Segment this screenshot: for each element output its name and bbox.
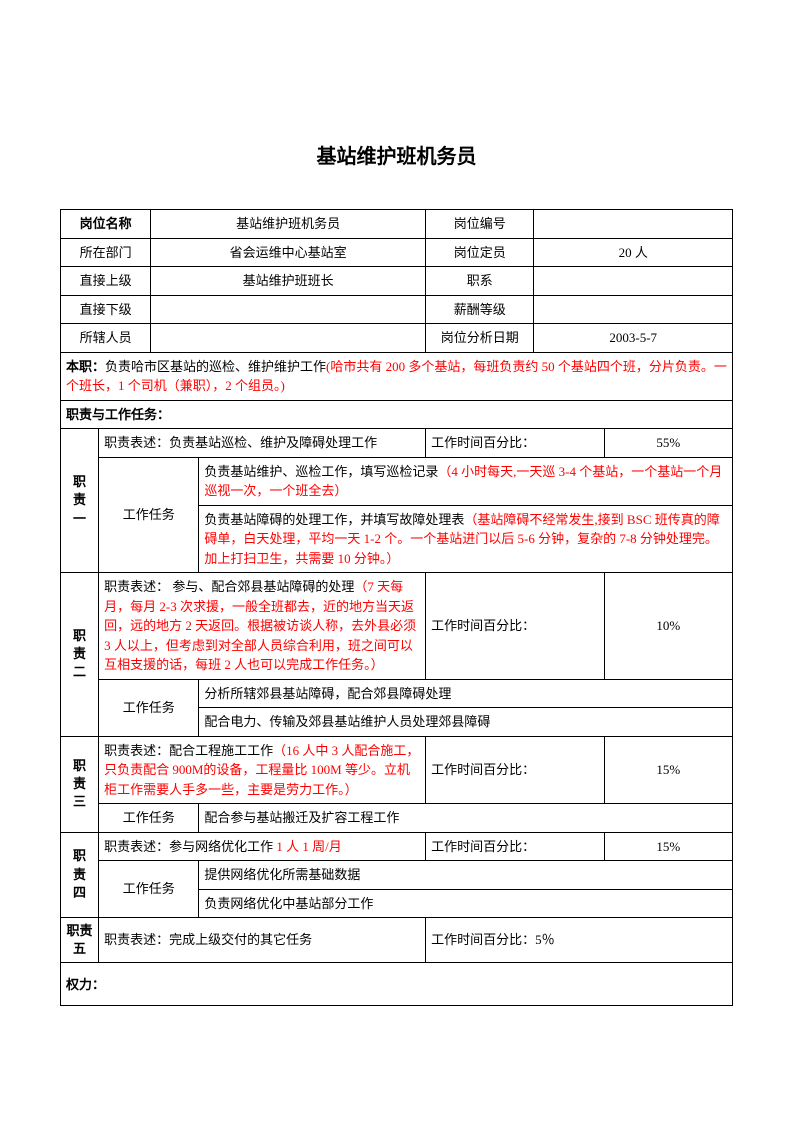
lbl-analysis-date: 岗位分析日期 bbox=[426, 324, 534, 353]
duty5-pct-label: 工作时间百分比： bbox=[431, 932, 535, 947]
lbl-salary-grade: 薪酬等级 bbox=[426, 295, 534, 324]
duty3-name: 职责三 bbox=[61, 736, 99, 832]
duty1-pct: 55% bbox=[604, 429, 732, 458]
duties-header: 职责与工作任务： bbox=[61, 400, 733, 429]
val-supervisor: 基站维护班班长 bbox=[151, 267, 426, 296]
duty3-task1-row: 工作任务 配合参与基站搬迁及扩容工程工作 bbox=[61, 804, 733, 833]
duty2-summary: 职责表述： 参与、配合郊县基站障碍的处理（7 天每月，每月 2-3 次求援，一般… bbox=[99, 573, 426, 680]
duties-header-row: 职责与工作任务： bbox=[61, 400, 733, 429]
duty1-task1-row: 工作任务 负责基站维护、巡检工作，填写巡检记录（4 小时每天,一天巡 3-4 个… bbox=[61, 457, 733, 505]
authority: 权力： bbox=[61, 963, 733, 1006]
header-row-1: 岗位名称 基站维护班机务员 岗位编号 bbox=[61, 210, 733, 239]
val-analysis-date: 2003-5-7 bbox=[534, 324, 733, 353]
duty3-task1: 配合参与基站搬迁及扩容工程工作 bbox=[199, 804, 733, 833]
duty4-task1: 提供网络优化所需基础数据 bbox=[199, 861, 733, 890]
duty4-summary-black: 职责表述：参与网络优化工作 bbox=[104, 839, 273, 854]
duty1-pct-label: 工作时间百分比： bbox=[426, 429, 605, 458]
val-direct-reports bbox=[151, 324, 426, 353]
authority-row: 权力： bbox=[61, 963, 733, 1006]
duty5-row: 职责五 职责表述：完成上级交付的其它任务 工作时间百分比：5％ bbox=[61, 918, 733, 963]
duty3-summary-black: 职责表述：配合工程施工工作 bbox=[104, 743, 273, 758]
duty4-summary: 职责表述：参与网络优化工作 1 人 1 周/月 bbox=[99, 832, 426, 861]
duty2-name: 职责二 bbox=[61, 573, 99, 737]
val-position-name: 基站维护班机务员 bbox=[151, 210, 426, 239]
duty1-task1-black: 负责基站维护、巡检工作，填写巡检记录 bbox=[204, 464, 438, 479]
header-row-5: 所辖人员 岗位分析日期 2003-5-7 bbox=[61, 324, 733, 353]
lbl-supervisor: 直接上级 bbox=[61, 267, 151, 296]
duty1-task2-black: 负责基站障碍的处理工作，并填写故障处理表 bbox=[204, 512, 464, 527]
lbl-direct-reports: 所辖人员 bbox=[61, 324, 151, 353]
header-row-4: 直接下级 薪酬等级 bbox=[61, 295, 733, 324]
duty3-summary-row: 职责三 职责表述：配合工程施工工作（16 人中 3 人配合施工，只负责配合 90… bbox=[61, 736, 733, 804]
duty4-pct: 15% bbox=[604, 832, 732, 861]
duty3-pct-label: 工作时间百分比： bbox=[426, 736, 605, 804]
val-salary-grade bbox=[534, 295, 733, 324]
duty1-task1: 负责基站维护、巡检工作，填写巡检记录（4 小时每天,一天巡 3-4 个基站，一个… bbox=[199, 457, 733, 505]
lbl-subordinate: 直接下级 bbox=[61, 295, 151, 324]
duty1-summary-row: 职责一 职责表述：负责基站巡检、维护及障碍处理工作 工作时间百分比： 55% bbox=[61, 429, 733, 458]
doc-title: 基站维护班机务员 bbox=[60, 140, 733, 169]
duty5-pct: 5％ bbox=[535, 932, 555, 947]
duty5-pct-cell: 工作时间百分比：5％ bbox=[426, 918, 733, 963]
duty2-task-label: 工作任务 bbox=[99, 679, 199, 736]
main-duty-cell: 本职：负责哈市区基站的巡检、维护维护工作(哈市共有 200 多个基站，每班负责约… bbox=[61, 352, 733, 400]
duty1-summary: 职责表述：负责基站巡检、维护及障碍处理工作 bbox=[99, 429, 426, 458]
duty2-pct-label: 工作时间百分比： bbox=[426, 573, 605, 680]
duty2-summary-black: 职责表述： 参与、配合郊县基站障碍的处理 bbox=[104, 579, 354, 594]
duty3-pct: 15% bbox=[604, 736, 732, 804]
duty2-task1: 分析所辖郊县基站障碍，配合郊县障碍处理 bbox=[199, 679, 733, 708]
main-duty-label: 本职： bbox=[66, 359, 105, 374]
duty2-summary-row: 职责二 职责表述： 参与、配合郊县基站障碍的处理（7 天每月，每月 2-3 次求… bbox=[61, 573, 733, 680]
duty4-task1-row: 工作任务 提供网络优化所需基础数据 bbox=[61, 861, 733, 890]
duty2-pct: 10% bbox=[604, 573, 732, 680]
duty4-pct-label: 工作时间百分比： bbox=[426, 832, 605, 861]
duty2-task2: 配合电力、传输及郊县基站维护人员处理郊县障碍 bbox=[199, 708, 733, 737]
header-row-2: 所在部门 省会运维中心基站室 岗位定员 20 人 bbox=[61, 238, 733, 267]
duty3-task-label: 工作任务 bbox=[99, 804, 199, 833]
val-headcount: 20 人 bbox=[534, 238, 733, 267]
main-duty-black: 负责哈市区基站的巡检、维护维护工作 bbox=[105, 359, 326, 374]
val-job-family bbox=[534, 267, 733, 296]
val-subordinate bbox=[151, 295, 426, 324]
duty1-task2: 负责基站障碍的处理工作，并填写故障处理表（基站障碍不经常发生,接到 BSC 班传… bbox=[199, 505, 733, 573]
duty5-summary: 职责表述：完成上级交付的其它任务 bbox=[99, 918, 426, 963]
duty4-summary-red: 1 人 1 周/月 bbox=[276, 839, 341, 854]
page: 基站维护班机务员 岗位名称 基站维护班机务员 岗位编号 所在部门 省会运维中心基… bbox=[0, 0, 793, 1122]
main-duty-row: 本职：负责哈市区基站的巡检、维护维护工作(哈市共有 200 多个基站，每班负责约… bbox=[61, 352, 733, 400]
duty4-task-label: 工作任务 bbox=[99, 861, 199, 918]
lbl-position-code: 岗位编号 bbox=[426, 210, 534, 239]
duty1-name: 职责一 bbox=[61, 429, 99, 573]
val-department: 省会运维中心基站室 bbox=[151, 238, 426, 267]
duty2-task1-row: 工作任务 分析所辖郊县基站障碍，配合郊县障碍处理 bbox=[61, 679, 733, 708]
duty4-summary-row: 职责四 职责表述：参与网络优化工作 1 人 1 周/月 工作时间百分比： 15% bbox=[61, 832, 733, 861]
header-row-3: 直接上级 基站维护班班长 职系 bbox=[61, 267, 733, 296]
val-position-code bbox=[534, 210, 733, 239]
duty4-task2: 负责网络优化中基站部分工作 bbox=[199, 889, 733, 918]
lbl-department: 所在部门 bbox=[61, 238, 151, 267]
lbl-job-family: 职系 bbox=[426, 267, 534, 296]
lbl-position-name: 岗位名称 bbox=[61, 210, 151, 239]
duty4-name: 职责四 bbox=[61, 832, 99, 918]
lbl-headcount: 岗位定员 bbox=[426, 238, 534, 267]
main-table: 岗位名称 基站维护班机务员 岗位编号 所在部门 省会运维中心基站室 岗位定员 2… bbox=[60, 209, 733, 1006]
duty1-task-label: 工作任务 bbox=[99, 457, 199, 573]
duty3-summary: 职责表述：配合工程施工工作（16 人中 3 人配合施工，只负责配合 900M的设… bbox=[99, 736, 426, 804]
duty5-name: 职责五 bbox=[61, 918, 99, 963]
